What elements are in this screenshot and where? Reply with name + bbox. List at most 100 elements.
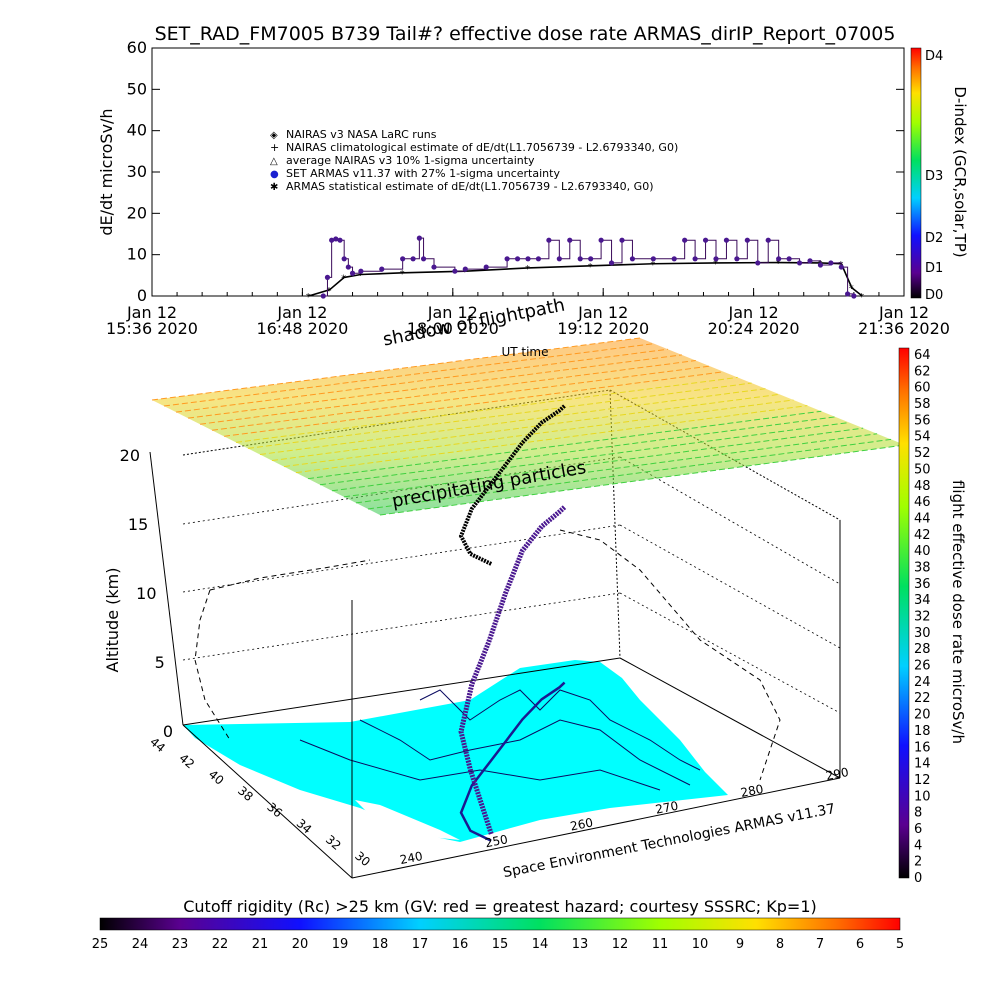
dashed-trajectory-right [559,529,781,781]
series-nairas-marker: * [776,259,781,270]
series-armas-point [713,256,719,262]
legend-symbol-armas-statistical: ✱ [270,182,278,193]
series-nairas-line [308,261,863,297]
series-nairas-marker: * [650,260,655,271]
map-base-land [183,660,728,842]
legend-item-set-armas: SET ARMAS v11.37 with 27% 1-sigma uncert… [286,167,560,180]
series-armas-point [431,264,437,270]
series-armas-point [744,237,750,243]
dose-rate-tick-label: 44 [914,511,931,526]
series-armas-point [723,237,730,243]
cutoff-tick-label: 23 [172,937,189,952]
dose-rate-tick-label: 56 [914,413,931,428]
legend-item-armas-statistical: ARMAS statistical estimate of dE/dt(L1.7… [286,180,653,193]
map-borders-2 [299,739,661,791]
timeseries-y-label: dE/dt microSv/h [97,108,116,235]
latitude-tick-label: 40 [206,767,227,788]
series-nairas-marker: * [525,264,530,275]
particle-hatch-line [187,354,682,419]
altitude-tick-label: 20 [120,446,140,465]
dose-rate-tick-label: 6 [914,822,922,837]
legend-item-nairas-runs: NAIRAS v3 NASA LaRC runs [286,128,437,141]
series-armas-point [588,256,594,262]
dose-rate-tick-label: 36 [914,577,931,592]
cutoff-ticks: 25 24 23 22 21 20 19 18 17 16 15 14 13 12 11 10 9 8 7 6 5 [92,937,904,952]
x-tick-label-time: 16:48 2020 [256,319,348,338]
dose-rate-tick-label: 42 [914,528,931,543]
x-tick-label-date: Jan 12 [878,303,929,322]
dose-rate-tick-label: 0 [914,871,922,886]
series-armas-point [796,260,803,266]
altitude-tick-label: 10 [136,584,156,603]
series-nairas-marker: * [849,284,854,295]
x-tick-label-date: Jan 12 [427,303,478,322]
y-tick-label: 10 [127,245,147,264]
series-armas-point [776,256,782,262]
series-armas-point [329,237,335,243]
dose-rate-tick-label: 2 [914,855,922,870]
dindex-tick-d3: D3 [925,169,943,184]
dose-rate-colorbar: 6462605856545250484644424038363432302826… [898,347,967,886]
dose-rate-tick-label: 30 [914,626,931,641]
dashed-trajectory-left [194,589,231,741]
series-armas-point [598,237,604,243]
dose-rate-tick-label: 54 [914,430,931,445]
dindex-colorbar-gradient [910,47,922,299]
dashed-trajectory-top [209,559,371,591]
map-white-patch [355,800,460,840]
cutoff-tick-label: 21 [252,937,269,952]
particle-hatch-line [259,388,766,455]
cutoff-label: Cutoff rigidity (Rc) >25 km (GV: red = g… [183,897,817,916]
longitude-axis: 240 250 260 270 280 290 [399,765,850,867]
particle-hatch-line [163,343,655,407]
series-armas-point [324,274,331,280]
series-armas-point [420,256,427,262]
series-armas-point [755,260,761,266]
flightpath-shadow-track [458,404,566,566]
cutoff-tick-label: 5 [896,937,904,952]
longitude-tick-label: 240 [399,849,424,867]
longitude-tick-label: 260 [569,815,594,833]
cutoff-tick-label: 8 [776,937,784,952]
dose-rate-tick-label: 52 [914,446,931,461]
dose-rate-tick-label: 28 [914,642,931,657]
legend-symbol-set-armas: ● [270,169,279,180]
series-armas-point [619,237,625,243]
dose-rate-tick-label: 46 [914,495,931,510]
series-armas-point [692,256,698,262]
x-tick-label-time: 20:24 2020 [708,319,800,338]
ut-time-label: UT time [501,345,548,359]
longitude-tick-label: 250 [484,832,509,850]
cutoff-colorbar-gradient [99,917,901,931]
dose-rate-tick-label: 34 [914,593,931,608]
x-tick-label-date: Jan 12 [126,303,177,322]
series-nairas-marker: * [327,286,332,297]
dose-rate-tick-label: 24 [914,675,931,690]
dose-rate-tick-label: 16 [914,740,931,755]
series-armas-point [358,268,364,274]
series-armas-point [320,293,326,299]
dose-rate-tick-label: 22 [914,691,931,706]
series-armas-point [567,237,573,243]
cutoff-tick-label: 20 [292,937,309,952]
series-nairas-marker: * [400,269,405,280]
dose-rate-tick-label: 38 [914,560,931,575]
cutoff-tick-label: 18 [372,937,389,952]
particle-hatch-line [247,382,752,449]
particle-hatch-line [211,365,710,431]
x-tick-label-time: 19:12 2020 [557,319,649,338]
cutoff-tick-label: 15 [492,937,509,952]
legend-item-nairas-climatological: NAIRAS climatological estimate of dE/dt(… [286,141,678,154]
altitude-tick-label: 15 [128,515,148,534]
cutoff-tick-label: 24 [132,937,149,952]
particle-hatch-line [175,348,668,413]
legend-item-nairas-uncertainty: average NAIRAS v3 10% 1-sigma uncertaint… [286,154,535,167]
series-armas-point [410,256,416,262]
dose-rate-tick-label: 20 [914,708,931,723]
series-armas-point [650,256,656,262]
dose-rate-tick-label: 60 [914,381,931,396]
series-armas-point [546,237,552,243]
particles-hatch [151,337,906,516]
latitude-tick-label: 36 [264,800,285,821]
